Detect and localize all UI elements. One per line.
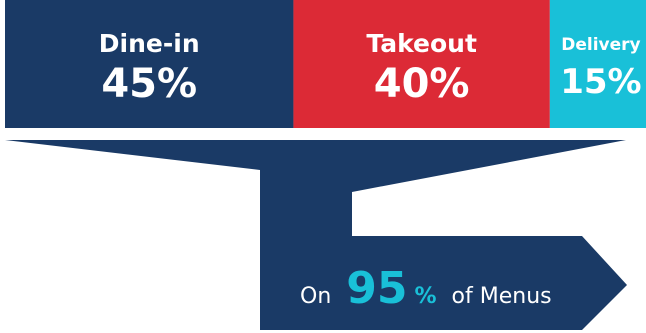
stacked-bar: Dine-in 45% Takeout 40% Delivery 15% bbox=[5, 0, 646, 128]
callout-unit: % bbox=[415, 284, 437, 309]
callout-text: On 95 % of Menus bbox=[300, 263, 552, 314]
callout-suffix: of Menus bbox=[452, 284, 552, 309]
funnel-arrow-shape bbox=[5, 140, 627, 330]
bar-segment-delivery bbox=[549, 0, 646, 128]
segment-value-takeout: 40% bbox=[374, 61, 470, 107]
segment-value-dine-in: 45% bbox=[101, 61, 197, 107]
callout-prefix: On bbox=[300, 284, 331, 309]
segment-label-delivery: Delivery bbox=[561, 35, 640, 55]
bar-segment-takeout bbox=[293, 0, 550, 128]
segment-value-delivery: 15% bbox=[560, 62, 641, 102]
segment-label-dine-in: Dine-in bbox=[99, 29, 200, 58]
callout-value: 95 bbox=[346, 263, 407, 314]
segment-label-takeout: Takeout bbox=[366, 29, 477, 58]
bar-segment-dine-in bbox=[5, 0, 294, 128]
